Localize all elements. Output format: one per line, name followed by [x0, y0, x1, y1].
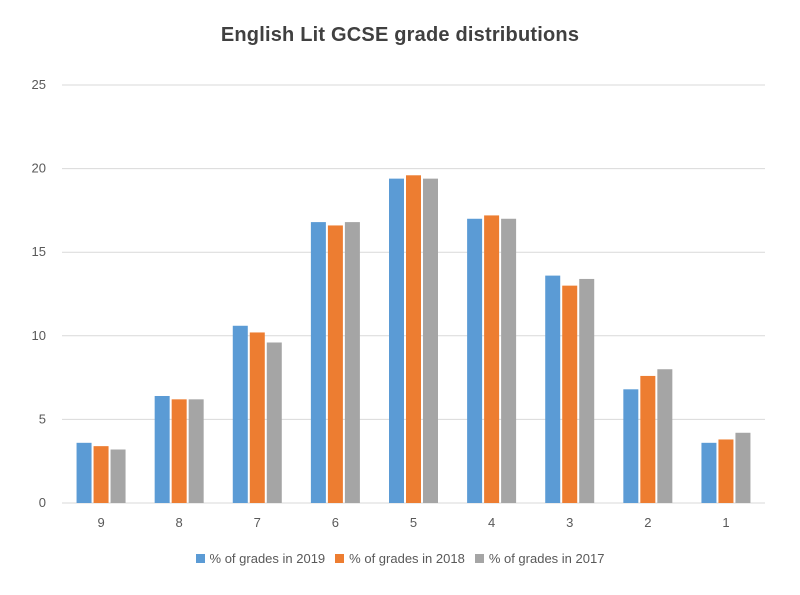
bar--of-grades-in-2019-grade-9 — [76, 442, 92, 503]
legend-item: % of grades in 2018 — [335, 551, 465, 566]
bar--of-grades-in-2019-grade-1 — [701, 442, 717, 503]
chart-title: English Lit GCSE grade distributions — [220, 24, 580, 46]
bar--of-grades-in-2019-grade-4 — [467, 218, 483, 503]
bar--of-grades-in-2019-grade-2 — [623, 389, 639, 503]
y-tick-label: 15 — [32, 244, 46, 259]
bar--of-grades-in-2018-grade-6 — [327, 225, 343, 503]
legend-label: % of grades in 2018 — [349, 551, 465, 566]
bar--of-grades-in-2018-grade-7 — [249, 332, 265, 503]
x-tick-label: 6 — [332, 515, 339, 530]
legend-swatch — [335, 554, 345, 563]
x-tick-label: 9 — [97, 515, 104, 530]
bar--of-grades-in-2017-grade-6 — [344, 222, 360, 503]
bar--of-grades-in-2019-grade-7 — [232, 325, 248, 503]
x-tick-label: 7 — [254, 515, 261, 530]
legend-label: % of grades in 2019 — [209, 551, 326, 566]
bar--of-grades-in-2019-grade-5 — [389, 178, 404, 503]
bar--of-grades-in-2018-grade-9 — [93, 446, 109, 503]
bar--of-grades-in-2017-grade-9 — [110, 449, 126, 503]
bar--of-grades-in-2018-grade-5 — [406, 175, 421, 503]
bar--of-grades-in-2018-grade-3 — [562, 285, 578, 503]
bar--of-grades-in-2019-grade-6 — [310, 222, 326, 503]
x-tick-label: 2 — [644, 515, 651, 530]
bar--of-grades-in-2018-grade-1 — [718, 439, 734, 503]
bar--of-grades-in-2017-grade-3 — [579, 278, 595, 503]
bar--of-grades-in-2017-grade-4 — [501, 218, 517, 503]
y-tick-label: 10 — [32, 328, 46, 343]
bar--of-grades-in-2018-grade-4 — [484, 215, 500, 503]
y-tick-label: 0 — [39, 495, 46, 510]
y-tick-label: 20 — [32, 161, 46, 176]
bar--of-grades-in-2019-grade-8 — [154, 395, 170, 503]
chart-legend: % of grades in 2019 % of grades in 2018 % … — [0, 551, 800, 566]
legend-item: % of grades in 2017 — [474, 551, 605, 566]
legend-swatch — [474, 554, 484, 563]
bar--of-grades-in-2017-grade-1 — [735, 432, 751, 503]
bar--of-grades-in-2018-grade-2 — [640, 375, 656, 503]
bar--of-grades-in-2017-grade-8 — [188, 399, 204, 503]
legend-swatch — [195, 554, 205, 563]
y-tick-label: 5 — [39, 411, 46, 426]
x-tick-label: 8 — [176, 515, 183, 530]
x-tick-label: 4 — [488, 515, 495, 530]
bar--of-grades-in-2019-grade-3 — [545, 275, 561, 503]
bar--of-grades-in-2018-grade-8 — [171, 399, 187, 503]
bar--of-grades-in-2017-grade-2 — [657, 369, 673, 503]
legend-label: % of grades in 2017 — [488, 551, 605, 566]
x-tick-label: 3 — [566, 515, 573, 530]
x-tick-label: 1 — [722, 515, 729, 530]
legend-item: % of grades in 2019 — [195, 551, 326, 566]
bar--of-grades-in-2017-grade-7 — [266, 342, 282, 503]
bar--of-grades-in-2017-grade-5 — [423, 178, 438, 503]
x-tick-label: 5 — [410, 515, 417, 530]
y-tick-label: 25 — [32, 77, 46, 92]
